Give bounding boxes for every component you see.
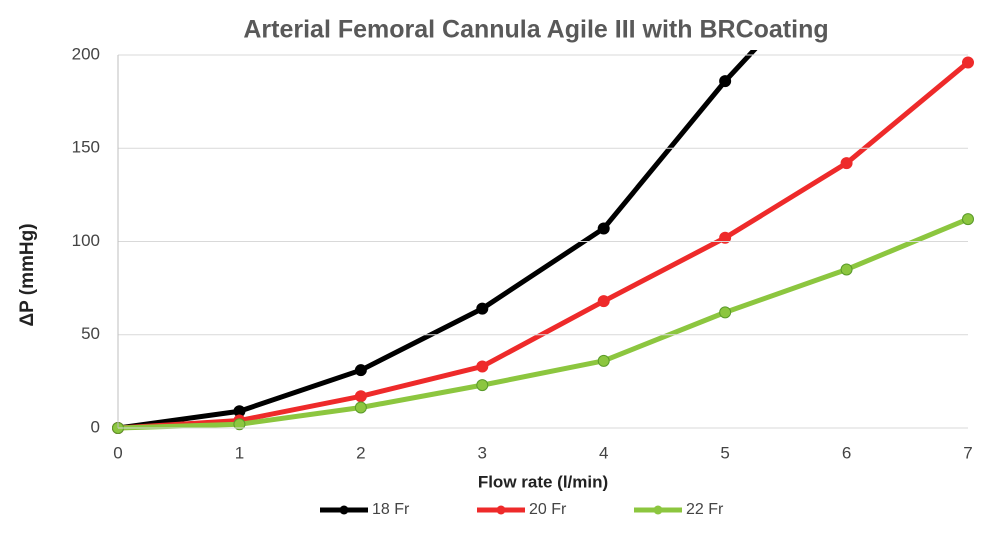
data-point: [354, 390, 367, 403]
data-point: [962, 56, 974, 69]
y-tick-label: 0: [91, 417, 100, 436]
data-point: [354, 401, 367, 414]
data-point: [233, 418, 246, 431]
legend-label: 18 Fr: [372, 501, 410, 518]
legend-marker: [496, 505, 506, 515]
x-tick-label: 4: [599, 443, 608, 462]
data-point: [476, 379, 489, 392]
legend-label: 22 Fr: [686, 501, 724, 518]
y-axis-label: ΔP (mmHg): [17, 223, 38, 326]
y-tick-label: 50: [81, 324, 100, 343]
data-point: [476, 360, 489, 373]
y-tick-label: 150: [72, 138, 100, 157]
data-point: [597, 222, 610, 235]
data-point: [354, 364, 367, 377]
data-point: [962, 213, 974, 226]
data-point: [840, 157, 853, 170]
legend-marker: [653, 505, 663, 515]
data-point: [476, 302, 489, 315]
x-tick-label: 5: [720, 443, 729, 462]
chart-title: Arterial Femoral Cannula Agile III with …: [243, 16, 828, 44]
data-point: [840, 263, 853, 276]
data-point: [719, 306, 732, 319]
data-point: [719, 231, 732, 244]
x-tick-label: 0: [113, 443, 122, 462]
data-point: [597, 295, 610, 308]
data-point: [597, 354, 610, 367]
series-line: [117, 60, 970, 431]
x-tick-label: 6: [842, 443, 851, 462]
x-tick-label: 2: [356, 443, 365, 462]
y-tick-label: 100: [72, 231, 100, 250]
x-tick-label: 7: [963, 443, 972, 462]
data-point: [719, 75, 732, 88]
legend-marker: [339, 505, 349, 515]
series-line: [117, 216, 969, 431]
y-tick-label: 200: [72, 44, 100, 63]
plot-area: [112, 50, 974, 434]
x-tick-label: 1: [235, 443, 244, 462]
x-axis-label: Flow rate (l/min): [478, 472, 608, 491]
x-tick-label: 3: [478, 443, 487, 462]
legend-label: 20 Fr: [529, 501, 567, 518]
